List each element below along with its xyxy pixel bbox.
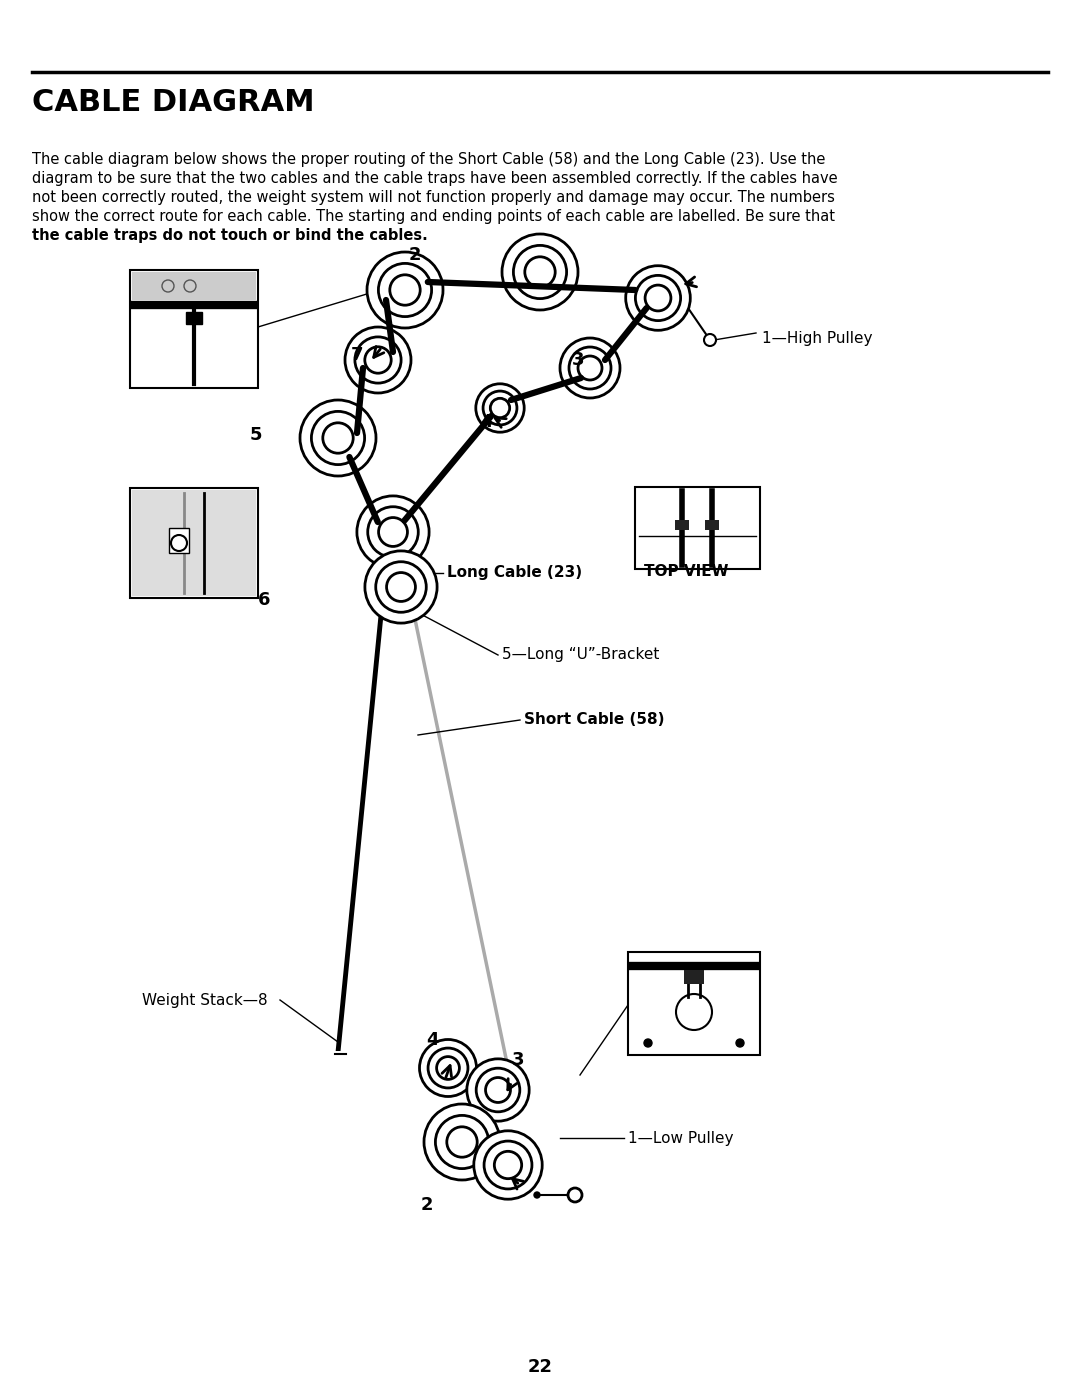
Circle shape — [435, 1115, 488, 1169]
Circle shape — [534, 1192, 540, 1199]
Circle shape — [484, 1141, 532, 1189]
Text: 4: 4 — [480, 414, 492, 432]
Text: Weight Stack—8: Weight Stack—8 — [141, 992, 268, 1007]
Circle shape — [735, 1039, 744, 1046]
Text: not been correctly routed, the weight system will not function properly and dama: not been correctly routed, the weight sy… — [32, 190, 835, 205]
Bar — [627, 951, 760, 1055]
Text: TOP VIEW: TOP VIEW — [644, 564, 729, 580]
Text: the cable traps do not touch or bind the cables.: the cable traps do not touch or bind the… — [32, 228, 428, 243]
Circle shape — [625, 265, 690, 330]
Circle shape — [495, 1151, 522, 1179]
Circle shape — [311, 411, 365, 465]
Circle shape — [486, 1077, 511, 1102]
Bar — [186, 312, 202, 324]
Circle shape — [578, 356, 602, 380]
Circle shape — [644, 1039, 652, 1046]
Text: 1—High Pulley: 1—High Pulley — [762, 331, 873, 345]
Circle shape — [376, 562, 427, 612]
Text: 3: 3 — [512, 1051, 524, 1069]
Circle shape — [345, 327, 411, 393]
Bar — [684, 970, 704, 983]
Circle shape — [525, 257, 555, 288]
Bar — [132, 272, 256, 300]
Circle shape — [300, 400, 376, 476]
Circle shape — [476, 1069, 519, 1112]
Circle shape — [365, 550, 437, 623]
Circle shape — [476, 384, 524, 432]
Text: 2: 2 — [421, 1196, 433, 1214]
Bar — [635, 488, 760, 569]
Text: 22: 22 — [527, 1358, 553, 1376]
Circle shape — [365, 346, 391, 373]
Bar — [168, 528, 189, 553]
Circle shape — [323, 423, 353, 453]
Circle shape — [428, 1048, 468, 1088]
Text: The cable diagram below shows the proper routing of the Short Cable (58) and the: The cable diagram below shows the proper… — [32, 152, 825, 168]
Circle shape — [502, 235, 578, 310]
Text: 5—Long “U”-Bracket: 5—Long “U”-Bracket — [502, 647, 660, 662]
Circle shape — [474, 1130, 542, 1199]
Bar — [132, 490, 256, 597]
Circle shape — [569, 346, 611, 388]
Text: Short Cable (58): Short Cable (58) — [524, 712, 664, 728]
Bar — [130, 488, 258, 598]
Bar — [705, 520, 719, 529]
Text: CABLE DIAGRAM: CABLE DIAGRAM — [32, 88, 314, 117]
Circle shape — [490, 398, 510, 418]
Circle shape — [635, 275, 680, 320]
Text: 2: 2 — [408, 246, 421, 264]
Circle shape — [387, 573, 416, 602]
Circle shape — [447, 1127, 477, 1157]
Circle shape — [645, 285, 671, 312]
Circle shape — [424, 1104, 500, 1180]
Circle shape — [355, 337, 401, 383]
Circle shape — [390, 275, 420, 305]
Circle shape — [704, 334, 716, 346]
Circle shape — [367, 507, 418, 557]
Text: 4: 4 — [426, 1031, 438, 1049]
Circle shape — [513, 246, 567, 299]
Circle shape — [561, 338, 620, 398]
Circle shape — [356, 496, 429, 569]
Text: diagram to be sure that the two cables and the cable traps have been assembled c: diagram to be sure that the two cables a… — [32, 170, 838, 186]
Text: 7: 7 — [351, 346, 363, 365]
Circle shape — [367, 251, 443, 328]
Circle shape — [483, 391, 517, 425]
Text: show the correct route for each cable. The starting and ending points of each ca: show the correct route for each cable. T… — [32, 210, 835, 224]
Text: 6: 6 — [258, 591, 270, 609]
Text: 1—Low Pulley: 1—Low Pulley — [627, 1130, 733, 1146]
Bar — [130, 270, 258, 388]
Circle shape — [379, 517, 407, 546]
Circle shape — [467, 1059, 529, 1122]
Circle shape — [436, 1056, 459, 1080]
Circle shape — [419, 1039, 476, 1097]
Bar — [675, 520, 689, 529]
Circle shape — [378, 264, 432, 317]
Text: 5: 5 — [249, 426, 262, 444]
Text: Long Cable (23): Long Cable (23) — [447, 564, 582, 580]
Text: 3: 3 — [571, 351, 584, 369]
